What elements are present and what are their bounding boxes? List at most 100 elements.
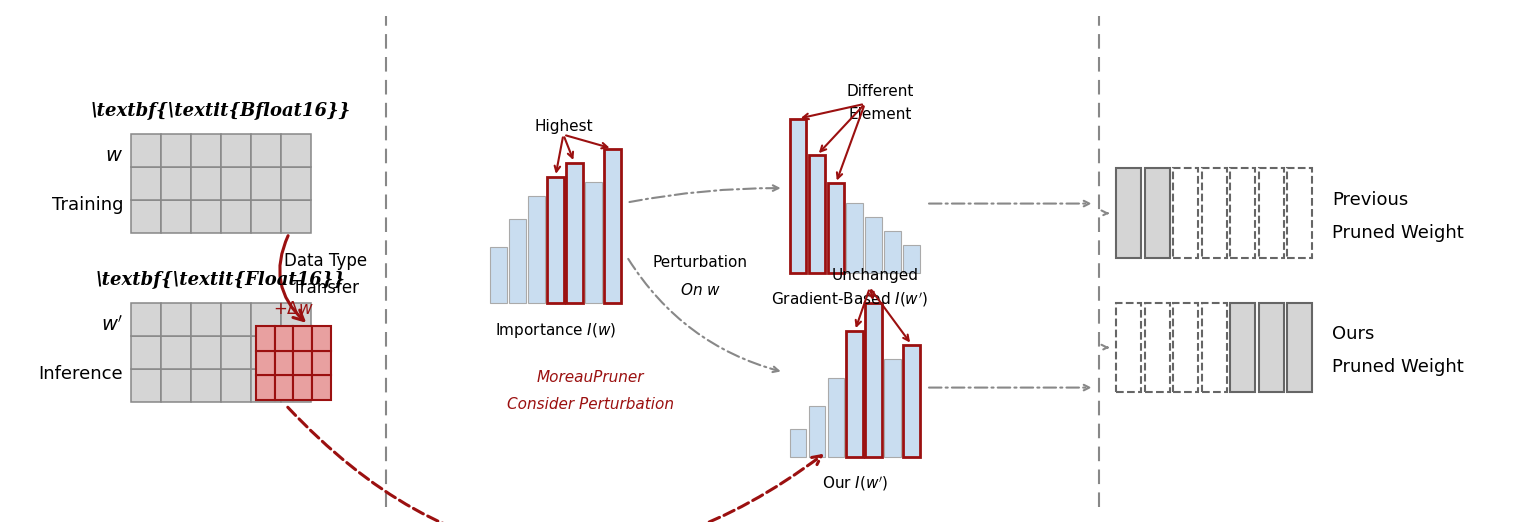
Bar (790, 429, 807, 457)
Text: Consider Perturbation: Consider Perturbation (507, 397, 674, 412)
Bar (281, 369, 310, 402)
Text: Element: Element (848, 107, 912, 122)
Bar (281, 200, 310, 233)
Bar (604, 149, 620, 303)
Bar (131, 134, 160, 167)
Bar (281, 167, 310, 200)
Bar (191, 200, 222, 233)
Bar (903, 245, 920, 273)
Bar (865, 303, 882, 457)
Bar (281, 134, 310, 167)
Bar (222, 336, 251, 369)
Bar (903, 345, 920, 457)
Bar (191, 336, 222, 369)
Bar (585, 182, 602, 303)
Bar (251, 167, 281, 200)
Bar (275, 350, 293, 376)
Bar (847, 203, 863, 273)
Bar (222, 167, 251, 200)
Bar (191, 167, 222, 200)
Bar (1287, 303, 1313, 392)
Text: Pruned Weight: Pruned Weight (1332, 358, 1464, 376)
Bar (509, 219, 526, 303)
Text: Our $I(w')$: Our $I(w')$ (822, 475, 888, 494)
Bar (529, 196, 545, 303)
Bar (251, 200, 281, 233)
Bar (808, 406, 825, 457)
Bar (312, 376, 330, 400)
Bar (1144, 168, 1170, 258)
Text: Data Type: Data Type (284, 252, 367, 270)
Text: Previous: Previous (1332, 191, 1409, 209)
FancyArrowPatch shape (280, 236, 304, 321)
Bar (160, 336, 191, 369)
Bar (790, 119, 807, 273)
Bar (828, 379, 843, 457)
Bar (160, 369, 191, 402)
Bar (1230, 168, 1254, 258)
Bar (885, 359, 902, 457)
Bar (222, 134, 251, 167)
Bar (1259, 168, 1284, 258)
Text: MoreauPruner: MoreauPruner (536, 370, 645, 385)
Bar (865, 217, 882, 273)
Bar (131, 369, 160, 402)
Bar (1287, 168, 1313, 258)
Text: $w$: $w$ (105, 146, 124, 165)
Text: Perturbation: Perturbation (652, 256, 747, 270)
Bar (160, 200, 191, 233)
Bar (255, 326, 275, 350)
Text: \textbf{\textit{Bfloat16}}: \textbf{\textit{Bfloat16}} (90, 102, 351, 120)
Bar (1115, 168, 1141, 258)
Bar (1144, 303, 1170, 392)
Bar (255, 376, 275, 400)
Bar (281, 303, 310, 336)
Bar (293, 326, 312, 350)
Text: On $w$: On $w$ (680, 282, 721, 298)
Text: Highest: Highest (535, 119, 593, 134)
Bar (251, 303, 281, 336)
Bar (251, 369, 281, 402)
Bar (191, 303, 222, 336)
Bar (191, 134, 222, 167)
Bar (131, 303, 160, 336)
Text: Training: Training (52, 196, 124, 214)
Bar (1174, 303, 1198, 392)
Bar (312, 350, 330, 376)
Bar (1201, 303, 1227, 392)
Bar (251, 134, 281, 167)
Text: $w'$: $w'$ (101, 315, 124, 335)
Text: Pruned Weight: Pruned Weight (1332, 224, 1464, 242)
Text: Gradient-Based $I(w')$: Gradient-Based $I(w')$ (772, 291, 929, 310)
Bar (131, 336, 160, 369)
Text: $+\Delta w$: $+\Delta w$ (274, 300, 313, 317)
Text: Importance $I(w)$: Importance $I(w)$ (495, 321, 616, 339)
Bar (1174, 168, 1198, 258)
Text: Different: Different (847, 84, 914, 99)
Bar (312, 326, 330, 350)
Bar (293, 350, 312, 376)
Bar (275, 326, 293, 350)
Bar (275, 376, 293, 400)
Bar (251, 336, 281, 369)
Text: Inference: Inference (38, 366, 124, 383)
Bar (885, 231, 902, 273)
Bar (160, 134, 191, 167)
Bar (222, 369, 251, 402)
Bar (565, 163, 582, 303)
Bar (1230, 303, 1254, 392)
Bar (293, 376, 312, 400)
Bar (160, 167, 191, 200)
Bar (547, 177, 564, 303)
Bar (490, 247, 507, 303)
Bar (160, 303, 191, 336)
Bar (847, 331, 863, 457)
Text: \textbf{\textit{Float16}}: \textbf{\textit{Float16}} (96, 271, 345, 289)
Bar (255, 350, 275, 376)
Text: Unchanged: Unchanged (831, 268, 918, 283)
Text: Ours: Ours (1332, 325, 1374, 343)
FancyArrowPatch shape (287, 407, 822, 523)
Bar (1259, 303, 1284, 392)
Bar (808, 155, 825, 273)
Bar (191, 369, 222, 402)
